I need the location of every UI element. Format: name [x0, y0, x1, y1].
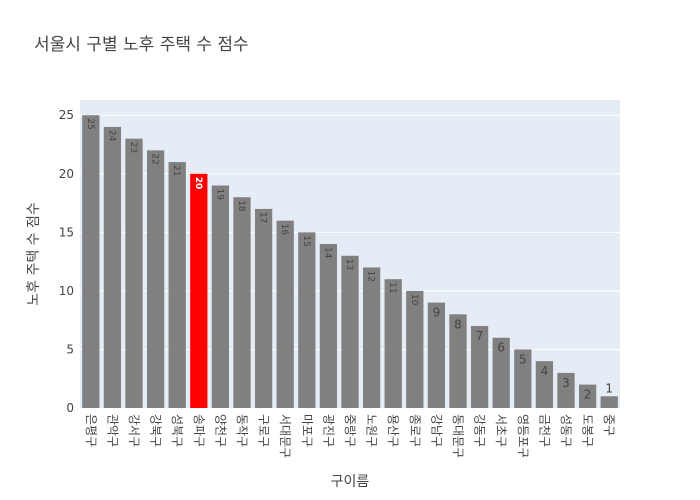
chart-title: 서울시 구별 노후 주택 수 점수	[34, 35, 249, 55]
data-label: 13	[344, 259, 354, 270]
bar-중구[interactable]	[600, 396, 618, 408]
data-label: 25	[85, 118, 95, 129]
data-label: 2	[584, 388, 592, 402]
bar-종로구[interactable]	[406, 290, 424, 408]
bar-강서구[interactable]	[125, 138, 143, 408]
data-label: 23	[128, 142, 138, 153]
bar-도봉구[interactable]	[578, 384, 597, 408]
data-label: 12	[366, 270, 376, 281]
bar-강북구[interactable]	[146, 150, 165, 408]
y-tick-label: 25	[59, 108, 74, 122]
x-tick-label: 금천구	[537, 414, 552, 447]
x-tick-label: 동대문구	[451, 414, 465, 458]
data-label: 6	[497, 341, 505, 355]
bar-강동구[interactable]	[470, 326, 489, 408]
x-tick-label: 서대문구	[278, 414, 292, 458]
data-label: 17	[258, 212, 268, 223]
data-label: 1	[605, 381, 613, 395]
bar-광진구[interactable]	[319, 244, 338, 408]
x-tick-label: 강동구	[473, 414, 487, 447]
data-label: 24	[106, 130, 116, 142]
data-label: 7	[476, 329, 484, 343]
bar-양천구[interactable]	[211, 185, 230, 408]
x-tick-label: 송파구	[192, 414, 206, 447]
y-tick-label: 5	[66, 342, 74, 356]
x-tick-label: 성동구	[559, 414, 573, 447]
x-tick-label: 양천구	[213, 414, 228, 447]
data-label: 19	[214, 188, 224, 200]
data-label: 3	[562, 376, 570, 390]
y-tick-label: 20	[59, 167, 74, 181]
bar-은평구[interactable]	[82, 115, 100, 408]
bars: 2524232221201918171615141312111098765432…	[82, 115, 618, 408]
x-tick-label: 성북구	[170, 414, 184, 447]
x-tick-label: 서초구	[494, 414, 508, 447]
x-axis-title: 구이름	[331, 474, 370, 490]
x-tick-label: 중구	[602, 414, 616, 436]
bar-금천구[interactable]	[535, 361, 554, 408]
bar-중랑구[interactable]	[341, 255, 359, 408]
x-tick-label: 동작구	[235, 414, 249, 447]
x-tick-label: 강북구	[149, 414, 163, 447]
bar-영등포구[interactable]	[514, 349, 532, 408]
bar-구로구[interactable]	[254, 208, 273, 408]
x-tick-label: 구로구	[257, 414, 271, 447]
data-label: 5	[519, 352, 527, 366]
data-label: 8	[454, 317, 462, 331]
y-axis-title: 노후 주택 수 점수	[26, 202, 42, 306]
data-label: 10	[409, 294, 419, 306]
data-label: 22	[150, 153, 160, 164]
x-tick-label: 영등포구	[516, 414, 530, 458]
x-tick-label: 종로구	[408, 414, 422, 447]
bar-동대문구[interactable]	[449, 314, 467, 408]
data-label: 14	[322, 247, 332, 259]
data-label: 9	[433, 306, 441, 320]
x-tick-label: 관악구	[105, 414, 119, 447]
x-tick-label: 마포구	[300, 414, 314, 447]
y-tick-label: 10	[59, 284, 74, 298]
bar-송파구[interactable]	[190, 173, 208, 408]
x-tick-label: 중랑구	[343, 414, 357, 447]
x-tick-label: 강서구	[127, 414, 141, 447]
x-tick-label: 용산구	[386, 414, 400, 447]
x-axis-ticks: 은평구 관악구 강서구 강북구 성북구 송파구 양천구 동작구 구로구 서대문구 마포구 광진구 중랑구…	[84, 414, 616, 458]
bar-관악구[interactable]	[103, 126, 122, 408]
bar-서대문구[interactable]	[276, 220, 294, 408]
bar-성동구[interactable]	[557, 372, 575, 408]
x-tick-label: 광진구	[321, 414, 335, 447]
data-label: 15	[301, 235, 311, 246]
bar-서초구[interactable]	[492, 337, 510, 408]
x-tick-label: 도봉구	[581, 414, 595, 447]
data-label: 11	[387, 282, 397, 293]
bar-성북구[interactable]	[168, 162, 186, 408]
y-tick-label: 0	[66, 401, 74, 415]
bar-노원구[interactable]	[362, 267, 381, 408]
x-tick-label: 노원구	[365, 414, 379, 447]
bar-마포구[interactable]	[298, 232, 316, 408]
y-tick-label: 15	[59, 225, 74, 239]
data-label: 18	[236, 200, 246, 212]
data-label: 20	[193, 177, 203, 190]
bar-용산구[interactable]	[384, 279, 402, 408]
data-label: 16	[279, 224, 289, 236]
bar-동작구[interactable]	[233, 197, 251, 408]
y-axis-ticks: 0 5 10 15 20 25	[59, 108, 74, 415]
x-tick-label: 강남구	[429, 414, 443, 447]
bar-강남구[interactable]	[427, 302, 446, 408]
x-tick-label: 은평구	[84, 414, 98, 447]
data-label: 4	[541, 364, 549, 378]
data-label: 21	[171, 165, 181, 176]
